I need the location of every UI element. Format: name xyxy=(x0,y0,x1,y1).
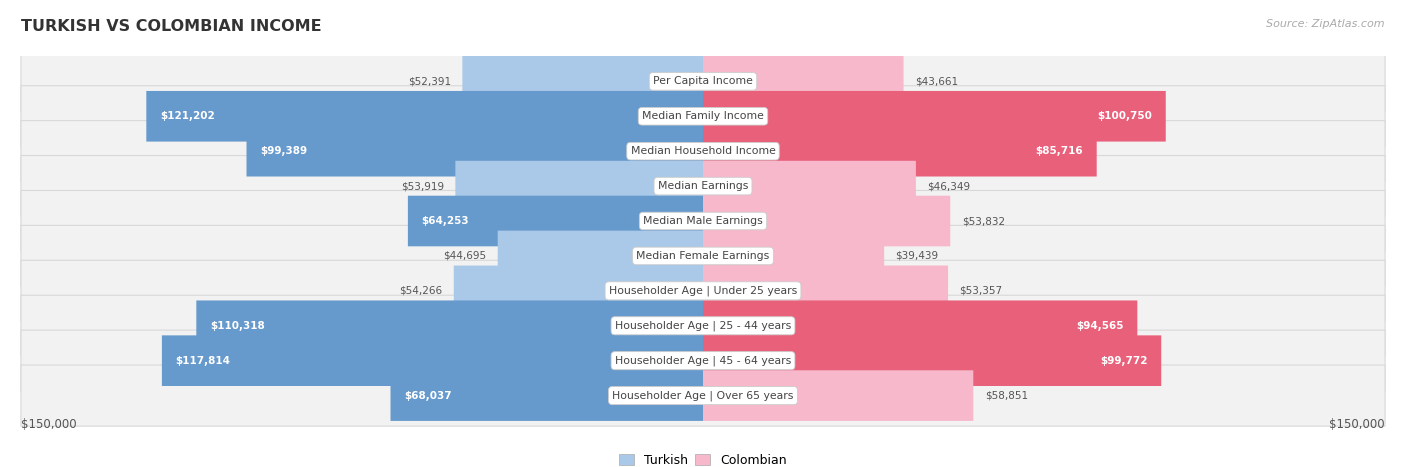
FancyBboxPatch shape xyxy=(703,300,1137,351)
Text: $99,772: $99,772 xyxy=(1099,356,1147,366)
FancyBboxPatch shape xyxy=(21,260,1385,321)
FancyBboxPatch shape xyxy=(703,91,1166,142)
Text: $52,391: $52,391 xyxy=(408,76,451,86)
Text: $46,349: $46,349 xyxy=(928,181,970,191)
Text: $117,814: $117,814 xyxy=(176,356,231,366)
FancyBboxPatch shape xyxy=(703,370,973,421)
Text: Source: ZipAtlas.com: Source: ZipAtlas.com xyxy=(1267,19,1385,28)
FancyBboxPatch shape xyxy=(703,335,1161,386)
Text: $64,253: $64,253 xyxy=(422,216,470,226)
Text: $150,000: $150,000 xyxy=(1330,418,1385,431)
FancyBboxPatch shape xyxy=(463,56,703,106)
FancyBboxPatch shape xyxy=(21,330,1385,391)
Text: $68,037: $68,037 xyxy=(405,390,451,401)
FancyBboxPatch shape xyxy=(21,295,1385,356)
Text: $54,266: $54,266 xyxy=(399,286,443,296)
Text: Householder Age | Over 65 years: Householder Age | Over 65 years xyxy=(612,390,794,401)
Text: $53,357: $53,357 xyxy=(959,286,1002,296)
Text: Householder Age | Under 25 years: Householder Age | Under 25 years xyxy=(609,286,797,296)
FancyBboxPatch shape xyxy=(21,191,1385,252)
Text: Householder Age | 45 - 64 years: Householder Age | 45 - 64 years xyxy=(614,355,792,366)
Text: Median Earnings: Median Earnings xyxy=(658,181,748,191)
FancyBboxPatch shape xyxy=(21,226,1385,286)
FancyBboxPatch shape xyxy=(162,335,703,386)
Text: $110,318: $110,318 xyxy=(209,321,264,331)
FancyBboxPatch shape xyxy=(391,370,703,421)
FancyBboxPatch shape xyxy=(703,56,904,106)
FancyBboxPatch shape xyxy=(703,196,950,246)
Text: Median Family Income: Median Family Income xyxy=(643,111,763,121)
Text: Per Capita Income: Per Capita Income xyxy=(652,76,754,86)
Text: TURKISH VS COLOMBIAN INCOME: TURKISH VS COLOMBIAN INCOME xyxy=(21,19,322,34)
Text: $53,832: $53,832 xyxy=(962,216,1005,226)
FancyBboxPatch shape xyxy=(408,196,703,246)
FancyBboxPatch shape xyxy=(21,120,1385,182)
Text: $44,695: $44,695 xyxy=(443,251,486,261)
FancyBboxPatch shape xyxy=(146,91,703,142)
Text: $43,661: $43,661 xyxy=(915,76,957,86)
FancyBboxPatch shape xyxy=(21,365,1385,426)
Text: $39,439: $39,439 xyxy=(896,251,939,261)
Text: $100,750: $100,750 xyxy=(1097,111,1152,121)
FancyBboxPatch shape xyxy=(703,231,884,281)
FancyBboxPatch shape xyxy=(21,156,1385,217)
FancyBboxPatch shape xyxy=(246,126,703,177)
Text: $121,202: $121,202 xyxy=(160,111,215,121)
FancyBboxPatch shape xyxy=(703,266,948,316)
Text: $58,851: $58,851 xyxy=(984,390,1028,401)
FancyBboxPatch shape xyxy=(703,126,1097,177)
Text: Median Household Income: Median Household Income xyxy=(630,146,776,156)
Text: $53,919: $53,919 xyxy=(401,181,444,191)
FancyBboxPatch shape xyxy=(703,161,915,212)
Text: $150,000: $150,000 xyxy=(21,418,76,431)
Legend: Turkish, Colombian: Turkish, Colombian xyxy=(614,449,792,467)
FancyBboxPatch shape xyxy=(498,231,703,281)
FancyBboxPatch shape xyxy=(456,161,703,212)
FancyBboxPatch shape xyxy=(21,51,1385,112)
Text: Householder Age | 25 - 44 years: Householder Age | 25 - 44 years xyxy=(614,320,792,331)
Text: Median Female Earnings: Median Female Earnings xyxy=(637,251,769,261)
Text: Median Male Earnings: Median Male Earnings xyxy=(643,216,763,226)
FancyBboxPatch shape xyxy=(21,86,1385,147)
Text: $99,389: $99,389 xyxy=(260,146,308,156)
FancyBboxPatch shape xyxy=(197,300,703,351)
FancyBboxPatch shape xyxy=(454,266,703,316)
Text: $94,565: $94,565 xyxy=(1076,321,1123,331)
Text: $85,716: $85,716 xyxy=(1035,146,1083,156)
